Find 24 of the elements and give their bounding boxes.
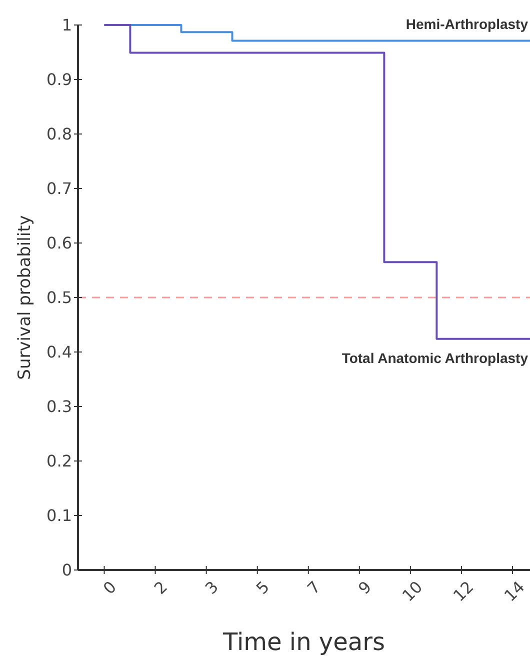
- series-label: Total Anatomic Arthroplasty: [342, 350, 528, 366]
- x-tick-label: 7: [303, 577, 324, 598]
- y-axis-title: Survival probability: [15, 215, 35, 380]
- y-tick-label: 0.5: [46, 288, 72, 308]
- y-tick-label: 0: [62, 560, 72, 580]
- x-tick-label: 10: [398, 577, 426, 606]
- series-label: Hemi-Arthroplasty: [406, 16, 528, 32]
- x-tick-label: 9: [354, 577, 376, 598]
- x-tick-label: 14: [500, 577, 528, 606]
- x-tick-label: 5: [252, 577, 274, 598]
- y-tick-label: 0.9: [46, 70, 72, 90]
- y-tick-label: 0.3: [46, 397, 72, 416]
- x-axis-title: Time in years: [222, 628, 385, 656]
- y-tick-label: 0.8: [46, 124, 72, 144]
- x-tick-label: 12: [449, 577, 478, 606]
- x-tick-label: 3: [201, 577, 222, 598]
- y-tick-label: 0.7: [46, 179, 72, 198]
- y-tick-label: 1: [62, 16, 72, 35]
- y-tick-label: 0.1: [46, 506, 72, 526]
- y-tick-label: 0.2: [46, 452, 72, 471]
- x-tick-label: 0: [99, 577, 120, 598]
- x-tick-label: 2: [150, 577, 172, 598]
- y-tick-label: 0.4: [46, 342, 72, 362]
- y-tick-label: 0.6: [46, 234, 72, 253]
